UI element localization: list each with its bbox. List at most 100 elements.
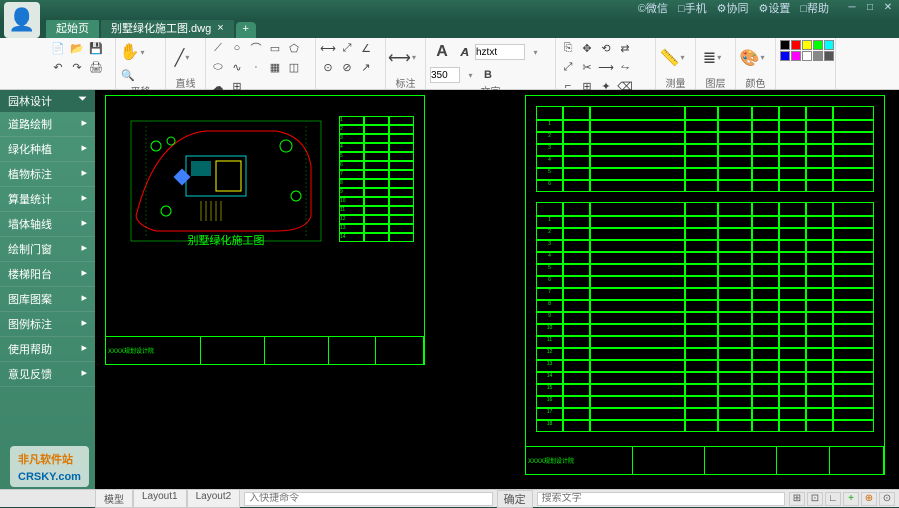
settings-link[interactable]: ⚙设置 [758,0,790,18]
redo-icon[interactable]: ↷ [69,59,85,75]
trim-icon[interactable]: ✂ [579,59,595,75]
sidebar-item[interactable]: 使用帮助▸ [0,337,95,362]
arc-icon[interactable]: ⌒ [248,40,264,56]
user-avatar[interactable] [4,2,40,38]
minimize-button[interactable]: ─ [843,0,861,16]
more-icon[interactable]: ⊙ [879,492,895,506]
size-dd[interactable] [462,67,478,83]
close-tab-icon[interactable]: × [217,22,223,34]
search-input[interactable] [537,492,785,506]
point-icon[interactable]: · [248,59,264,75]
color-swatch[interactable] [813,51,823,61]
sidebar-item[interactable]: 意见反馈▸ [0,362,95,387]
tab-layout2[interactable]: Layout2 [187,489,241,508]
sidebar-item[interactable]: 绿化种植▸ [0,137,95,162]
leader-icon[interactable]: ↗ [358,59,374,75]
sidebar-item[interactable]: 绘制门窗▸ [0,237,95,262]
grid-icon[interactable]: ⊡ [807,492,823,506]
color-swatch[interactable] [802,51,812,61]
bold-icon[interactable]: B [480,67,496,83]
open-icon[interactable]: 📂 [69,40,85,56]
dim-dia-icon[interactable]: ⊘ [339,59,355,75]
text-tool[interactable]: A [430,40,454,64]
ok-button[interactable]: 确定 [497,490,533,508]
sidebar-item[interactable]: 植物标注▸ [0,162,95,187]
tab-model[interactable]: 模型 [95,489,133,508]
drawing-canvas[interactable]: 别墅绿化施工图 1234567891011121314 XXXX规划设计院 12… [95,90,899,489]
color-swatch[interactable] [791,40,801,50]
titlebar: ©微信 □手机 ⚙协同 ⚙设置 □帮助 ─ □ ✕ [0,0,899,20]
help-link[interactable]: □帮助 [800,0,829,18]
statusbar: 模型 Layout1 Layout2 确定 ⊞ ⊡ ∟ + ⊕ ⊙ [0,489,899,507]
measure-tool[interactable]: 📏 [660,46,684,70]
dim-radius-icon[interactable]: ⊙ [320,59,336,75]
dim-linear-icon[interactable]: ⟷ [320,40,336,56]
move-icon[interactable]: ✥ [579,40,595,56]
save-icon[interactable]: 💾 [88,40,104,56]
status-icons: ⊞ ⊡ ∟ + ⊕ ⊙ [789,492,895,506]
watermark: 非凡软件站 CRSKY.com [10,446,89,487]
sidebar-header[interactable]: 园林设计⏷ [0,90,95,112]
sidebar-item[interactable]: 楼梯阳台▸ [0,262,95,287]
mobile-link[interactable]: □手机 [678,0,707,18]
font-name-input[interactable] [475,44,525,60]
sidebar-item[interactable]: 算量统计▸ [0,187,95,212]
color-tool[interactable]: 🎨 [740,46,764,70]
undo-icon[interactable]: ↶ [50,59,66,75]
tab-drawing[interactable]: 别墅绿化施工图.dwg× [101,18,234,38]
sidebar-item[interactable]: 图库图案▸ [0,287,95,312]
new-icon[interactable]: 📄 [50,40,66,56]
rect-icon[interactable]: ▭ [267,40,283,56]
offset-icon[interactable]: ⥊ [617,59,633,75]
line-tool[interactable]: ╱ [170,46,194,70]
ellipse-icon[interactable]: ⬭ [210,59,226,75]
sidebar-item[interactable]: 图例标注▸ [0,312,95,337]
font-dd[interactable] [527,44,543,60]
polygon-icon[interactable]: ⬠ [286,40,302,56]
color-swatch[interactable] [791,51,801,61]
copy-icon[interactable]: ⎘ [560,40,576,56]
color-swatch[interactable] [802,40,812,50]
color-swatch[interactable] [824,51,834,61]
close-button[interactable]: ✕ [879,0,897,16]
dim-align-icon[interactable]: ⤢ [339,40,355,56]
ortho-icon[interactable]: ∟ [825,492,841,506]
dim-angle-icon[interactable]: ∠ [358,40,374,56]
titleblock-1: XXXX规划设计院 [106,336,424,364]
sheet-1: 别墅绿化施工图 1234567891011121314 XXXX规划设计院 [105,95,425,365]
mirror-icon[interactable]: ⇄ [617,40,633,56]
wechat-link[interactable]: ©微信 [638,0,668,18]
extend-icon[interactable]: ⟶ [598,59,614,75]
add-icon[interactable]: + [843,492,859,506]
layer-tool[interactable]: ≣ [700,46,724,70]
maximize-button[interactable]: □ [861,0,879,16]
target-icon[interactable]: ⊕ [861,492,877,506]
print-icon[interactable]: 🖨 [88,59,104,75]
tab-start[interactable]: 起始页 [46,18,99,38]
pline-icon[interactable]: ⟋ [210,40,226,56]
collab-link[interactable]: ⚙协同 [717,0,749,18]
circle-icon[interactable]: ○ [229,40,245,56]
rotate-icon[interactable]: ⟲ [598,40,614,56]
spline-icon[interactable]: ∿ [229,59,245,75]
command-input[interactable] [244,492,492,506]
dimension-tool[interactable]: ⟷ [390,46,414,70]
color-swatch[interactable] [780,40,790,50]
color-palette[interactable] [780,40,831,61]
tab-layout1[interactable]: Layout1 [133,489,187,508]
color-swatch[interactable] [824,40,834,50]
pan-tool[interactable]: ✋ [120,40,144,64]
snap-icon[interactable]: ⊞ [789,492,805,506]
block-icon[interactable]: ◫ [286,59,302,75]
color-label: 颜色 [740,75,771,87]
font-size-input[interactable] [430,67,460,83]
add-tab-button[interactable]: + [236,22,256,38]
scale-icon[interactable]: ⤢ [560,59,576,75]
sidebar-item[interactable]: 道路绘制▸ [0,112,95,137]
zoom-icon[interactable]: 🔍 [120,67,136,83]
sidebar-item[interactable]: 墙体轴线▸ [0,212,95,237]
hatch-icon[interactable]: ▦ [267,59,283,75]
color-swatch[interactable] [813,40,823,50]
collapse-icon[interactable]: ⏷ [78,93,87,109]
color-swatch[interactable] [780,51,790,61]
